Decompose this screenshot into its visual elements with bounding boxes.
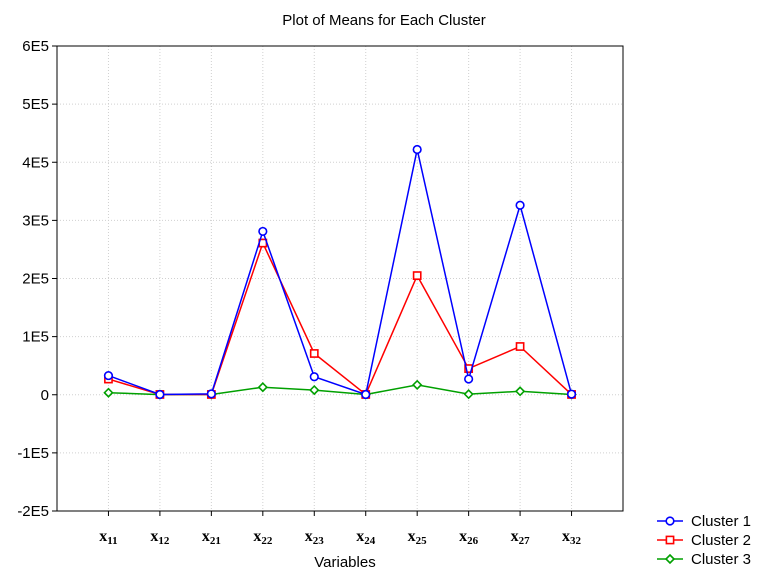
- data-point: [515, 200, 525, 210]
- data-point: [206, 389, 216, 399]
- data-point: [412, 379, 423, 391]
- data-point: [464, 374, 474, 384]
- data-point: [309, 384, 320, 396]
- data-point: [257, 382, 268, 393]
- legend: Cluster 1 Cluster 2 Cluster 3: [657, 513, 751, 568]
- chart-title: Plot of Means for Each Cluster: [282, 12, 485, 29]
- data-point: [103, 370, 114, 381]
- legend-item-1: Cluster 1: [657, 513, 751, 530]
- legend-label: Cluster 3: [691, 551, 751, 568]
- data-point: [155, 389, 165, 400]
- x-tick-label: x27: [511, 528, 531, 547]
- data-point: [514, 386, 526, 397]
- x-tick-label: x25: [408, 528, 428, 547]
- legend-label: Cluster 2: [691, 532, 751, 549]
- y-tick-label: 5E5: [22, 96, 49, 113]
- data-point: [515, 342, 525, 351]
- y-tick-label: 6E5: [22, 38, 49, 55]
- x-tick-label: x21: [202, 528, 221, 547]
- y-tick-label: 0: [41, 387, 49, 404]
- legend-item-2: Cluster 2: [657, 532, 751, 549]
- y-tick-label: 4E5: [22, 154, 49, 171]
- x-tick-label: x22: [253, 528, 273, 547]
- y-tick-label: 2E5: [22, 271, 49, 288]
- series-line: [108, 149, 573, 396]
- x-tick-label: x12: [150, 528, 170, 547]
- x-axis-label: Variables: [314, 554, 375, 571]
- plot-area: 6E5 5E5 4E5 3E5 2E5 1E5 0 -1E5 -2E5 x11 x12 x21 x22 x…: [17, 38, 624, 547]
- y-tick-label: -2E5: [17, 503, 49, 520]
- data-point: [309, 349, 319, 358]
- legend-marker: [665, 516, 675, 526]
- x-tick-label: x11: [99, 528, 117, 547]
- y-tick-label: 3E5: [22, 212, 49, 229]
- y-tick-label: -1E5: [17, 445, 49, 462]
- legend-label: Cluster 1: [691, 513, 751, 530]
- x-tick-label: x24: [356, 528, 376, 547]
- legend-marker: [665, 535, 675, 545]
- legend-item-3: Cluster 3: [657, 551, 751, 568]
- y-tick-label: 1E5: [22, 329, 49, 346]
- legend-marker: [664, 553, 676, 565]
- data-point: [412, 144, 422, 155]
- x-tick-label: x23: [305, 528, 325, 547]
- series-3: [103, 379, 577, 400]
- data-point: [258, 226, 268, 237]
- data-point: [412, 271, 422, 280]
- x-tick-label: x26: [459, 528, 479, 547]
- data-point: [566, 389, 577, 399]
- x-tick-label: x32: [562, 528, 582, 547]
- data-point: [361, 389, 371, 400]
- series-2: [104, 238, 576, 399]
- series-1: [103, 144, 577, 400]
- data-point: [309, 372, 319, 382]
- data-point: [463, 389, 474, 400]
- data-point: [103, 387, 114, 398]
